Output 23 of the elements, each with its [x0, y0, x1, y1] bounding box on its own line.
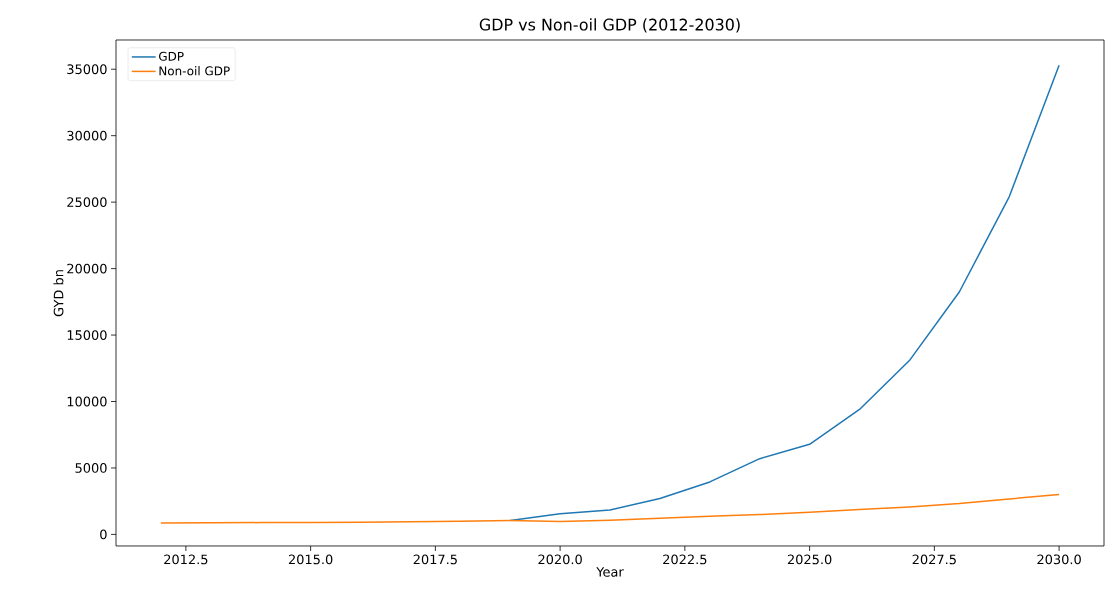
y-tick-label: 15000 [67, 330, 107, 340]
x-tick-label: 2017.5 [413, 554, 457, 565]
x-tick-label: 2020.0 [538, 554, 582, 565]
x-tick-label: 2027.5 [912, 554, 956, 565]
x-tick-label: 2022.5 [663, 554, 707, 565]
legend-label: GDP [159, 51, 184, 61]
x-tick-label: 2012.5 [164, 554, 208, 565]
line-series [509, 64, 1060, 522]
chart-title: GDP vs Non-oil GDP (2012-2030) [479, 18, 740, 33]
y-tick-label: 10000 [67, 396, 107, 407]
y-tick-label: 35000 [67, 64, 107, 75]
y-axis-title: GYD bn [53, 270, 64, 317]
x-tick-label: 2015.0 [288, 554, 333, 565]
x-axis-title: Year [596, 567, 624, 577]
x-tick-label: 2030.0 [1037, 554, 1081, 565]
y-tick-label: 20000 [67, 263, 107, 274]
legend-label: Non-oil GDP [159, 66, 230, 76]
line-series [160, 493, 1060, 524]
y-tick-label: 25000 [67, 197, 107, 208]
x-tick-label: 2025.0 [787, 554, 832, 565]
y-tick-label: 0 [100, 529, 107, 540]
y-tick-label: 30000 [67, 130, 107, 141]
y-tick-label: 5000 [75, 463, 107, 473]
